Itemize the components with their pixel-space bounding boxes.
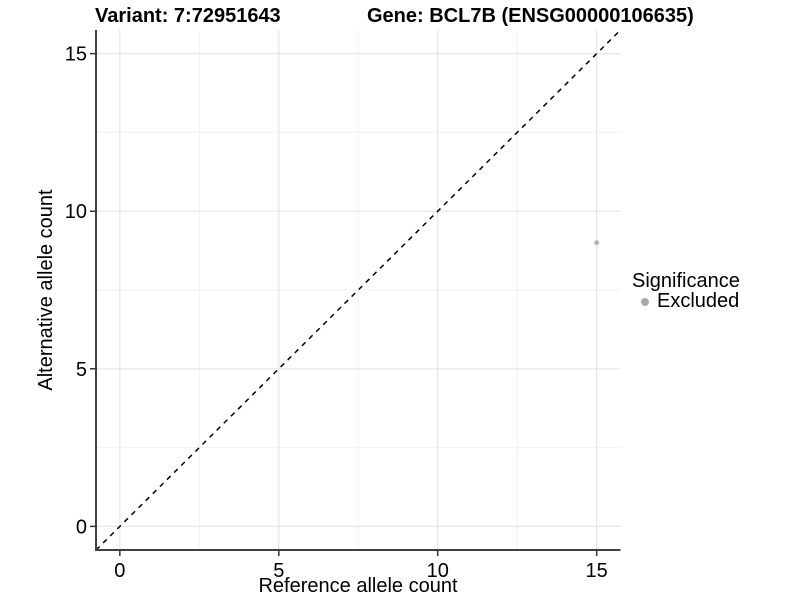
y-tick-label: 15: [65, 44, 87, 66]
x-tick-label: 5: [273, 560, 284, 582]
data-point: [594, 240, 600, 246]
x-tick-label: 15: [586, 560, 608, 582]
legend: Significance Excluded: [632, 271, 740, 312]
x-axis-title: Reference allele count: [258, 575, 458, 597]
gene-title: Gene: BCL7B (ENSG00000106635): [367, 5, 694, 27]
variant-title: Variant: 7:72951643: [95, 5, 281, 27]
y-tick-label: 10: [65, 201, 87, 223]
y-tick-label: 5: [76, 359, 87, 381]
legend-item-label: Excluded: [657, 290, 740, 312]
legend-item-excluded: Excluded: [641, 290, 740, 312]
y-axis-title: Alternative allele count: [35, 189, 57, 391]
x-tick-label: 0: [114, 560, 125, 582]
legend-point-icon: [641, 297, 649, 306]
legend-title: Significance: [632, 270, 740, 292]
identity-dashed-line: [95, 29, 622, 551]
y-tick-label: 0: [76, 516, 87, 538]
x-tick-label: 10: [427, 560, 449, 582]
